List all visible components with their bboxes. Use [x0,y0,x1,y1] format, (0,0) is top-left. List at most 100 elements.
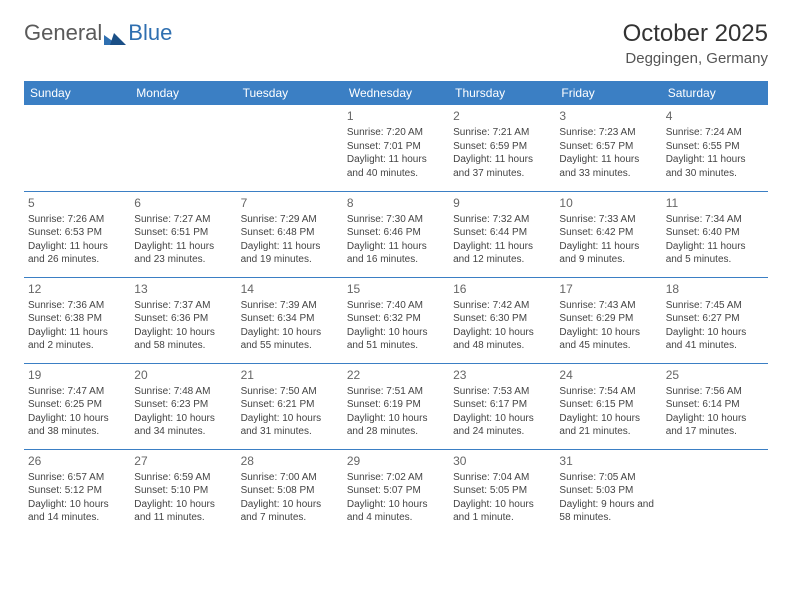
daylight-text: Daylight: 10 hours and 21 minutes. [559,412,657,439]
sunset-text: Sunset: 6:14 PM [666,398,764,412]
header: General Blue October 2025 Deggingen, Ger… [24,20,768,67]
day-number: 18 [666,281,764,297]
daylight-text: Daylight: 10 hours and 17 minutes. [666,412,764,439]
sunset-text: Sunset: 6:44 PM [453,226,551,240]
sunrise-text: Sunrise: 7:21 AM [453,126,551,140]
sunrise-text: Sunrise: 7:29 AM [241,213,339,227]
sunrise-text: Sunrise: 7:26 AM [28,213,126,227]
day-number: 31 [559,453,657,469]
sunset-text: Sunset: 6:25 PM [28,398,126,412]
day-header: Wednesday [343,81,449,105]
sunset-text: Sunset: 6:23 PM [134,398,232,412]
day-number: 24 [559,367,657,383]
day-cell: 30Sunrise: 7:04 AMSunset: 5:05 PMDayligh… [449,449,555,535]
day-cell: 8Sunrise: 7:30 AMSunset: 6:46 PMDaylight… [343,191,449,277]
day-number: 9 [453,195,551,211]
sunset-text: Sunset: 6:57 PM [559,140,657,154]
day-number: 1 [347,108,445,124]
sunset-text: Sunset: 6:30 PM [453,312,551,326]
daylight-text: Daylight: 10 hours and 1 minute. [453,498,551,525]
day-number: 16 [453,281,551,297]
day-cell: 23Sunrise: 7:53 AMSunset: 6:17 PMDayligh… [449,363,555,449]
day-cell: 26Sunrise: 6:57 AMSunset: 5:12 PMDayligh… [24,449,130,535]
day-cell: 7Sunrise: 7:29 AMSunset: 6:48 PMDaylight… [237,191,343,277]
daylight-text: Daylight: 11 hours and 40 minutes. [347,153,445,180]
day-cell: 2Sunrise: 7:21 AMSunset: 6:59 PMDaylight… [449,105,555,191]
sunset-text: Sunset: 6:17 PM [453,398,551,412]
daylight-text: Daylight: 11 hours and 5 minutes. [666,240,764,267]
day-number: 2 [453,108,551,124]
calendar-table: Sunday Monday Tuesday Wednesday Thursday… [24,81,768,535]
daylight-text: Daylight: 10 hours and 41 minutes. [666,326,764,353]
day-number: 22 [347,367,445,383]
sunrise-text: Sunrise: 7:37 AM [134,299,232,313]
day-number: 25 [666,367,764,383]
daylight-text: Daylight: 11 hours and 19 minutes. [241,240,339,267]
day-cell: 17Sunrise: 7:43 AMSunset: 6:29 PMDayligh… [555,277,661,363]
sunrise-text: Sunrise: 7:51 AM [347,385,445,399]
sunrise-text: Sunrise: 7:04 AM [453,471,551,485]
sunrise-text: Sunrise: 6:59 AM [134,471,232,485]
sunrise-text: Sunrise: 7:32 AM [453,213,551,227]
daylight-text: Daylight: 11 hours and 26 minutes. [28,240,126,267]
sunset-text: Sunset: 6:21 PM [241,398,339,412]
day-cell: 3Sunrise: 7:23 AMSunset: 6:57 PMDaylight… [555,105,661,191]
day-cell: 18Sunrise: 7:45 AMSunset: 6:27 PMDayligh… [662,277,768,363]
sunset-text: Sunset: 5:07 PM [347,484,445,498]
day-cell: 15Sunrise: 7:40 AMSunset: 6:32 PMDayligh… [343,277,449,363]
week-row: 26Sunrise: 6:57 AMSunset: 5:12 PMDayligh… [24,449,768,535]
sunset-text: Sunset: 6:53 PM [28,226,126,240]
day-number: 30 [453,453,551,469]
day-header: Saturday [662,81,768,105]
week-row: 1Sunrise: 7:20 AMSunset: 7:01 PMDaylight… [24,105,768,191]
day-number: 15 [347,281,445,297]
daylight-text: Daylight: 11 hours and 12 minutes. [453,240,551,267]
sunset-text: Sunset: 6:32 PM [347,312,445,326]
daylight-text: Daylight: 11 hours and 16 minutes. [347,240,445,267]
sunrise-text: Sunrise: 7:23 AM [559,126,657,140]
sunset-text: Sunset: 5:03 PM [559,484,657,498]
sunset-text: Sunset: 6:42 PM [559,226,657,240]
day-number: 12 [28,281,126,297]
logo-text-general: General [24,20,102,46]
day-cell: 29Sunrise: 7:02 AMSunset: 5:07 PMDayligh… [343,449,449,535]
day-cell: 21Sunrise: 7:50 AMSunset: 6:21 PMDayligh… [237,363,343,449]
day-cell: 19Sunrise: 7:47 AMSunset: 6:25 PMDayligh… [24,363,130,449]
day-cell: 24Sunrise: 7:54 AMSunset: 6:15 PMDayligh… [555,363,661,449]
day-header: Sunday [24,81,130,105]
day-number: 29 [347,453,445,469]
month-title: October 2025 [623,20,768,48]
day-number: 20 [134,367,232,383]
day-header-row: Sunday Monday Tuesday Wednesday Thursday… [24,81,768,105]
sunset-text: Sunset: 6:15 PM [559,398,657,412]
sunrise-text: Sunrise: 7:34 AM [666,213,764,227]
sunset-text: Sunset: 6:36 PM [134,312,232,326]
daylight-text: Daylight: 11 hours and 37 minutes. [453,153,551,180]
sunrise-text: Sunrise: 7:00 AM [241,471,339,485]
daylight-text: Daylight: 10 hours and 55 minutes. [241,326,339,353]
sunrise-text: Sunrise: 7:45 AM [666,299,764,313]
sunset-text: Sunset: 6:29 PM [559,312,657,326]
sunset-text: Sunset: 6:19 PM [347,398,445,412]
sunrise-text: Sunrise: 7:53 AM [453,385,551,399]
sunrise-text: Sunrise: 7:43 AM [559,299,657,313]
daylight-text: Daylight: 11 hours and 2 minutes. [28,326,126,353]
daylight-text: Daylight: 10 hours and 14 minutes. [28,498,126,525]
daylight-text: Daylight: 10 hours and 34 minutes. [134,412,232,439]
day-cell: 1Sunrise: 7:20 AMSunset: 7:01 PMDaylight… [343,105,449,191]
day-number: 13 [134,281,232,297]
day-cell: 28Sunrise: 7:00 AMSunset: 5:08 PMDayligh… [237,449,343,535]
day-header: Thursday [449,81,555,105]
sunset-text: Sunset: 6:40 PM [666,226,764,240]
day-number: 8 [347,195,445,211]
daylight-text: Daylight: 10 hours and 58 minutes. [134,326,232,353]
day-number: 4 [666,108,764,124]
daylight-text: Daylight: 10 hours and 28 minutes. [347,412,445,439]
day-number: 11 [666,195,764,211]
sunrise-text: Sunrise: 7:56 AM [666,385,764,399]
day-number: 6 [134,195,232,211]
day-cell: 22 Sunrise: 7:51 AMSunset: 6:19 PMDayligh… [343,363,449,449]
daylight-text: Daylight: 11 hours and 30 minutes. [666,153,764,180]
sunrise-text: Sunrise: 7:39 AM [241,299,339,313]
sunset-text: Sunset: 5:10 PM [134,484,232,498]
